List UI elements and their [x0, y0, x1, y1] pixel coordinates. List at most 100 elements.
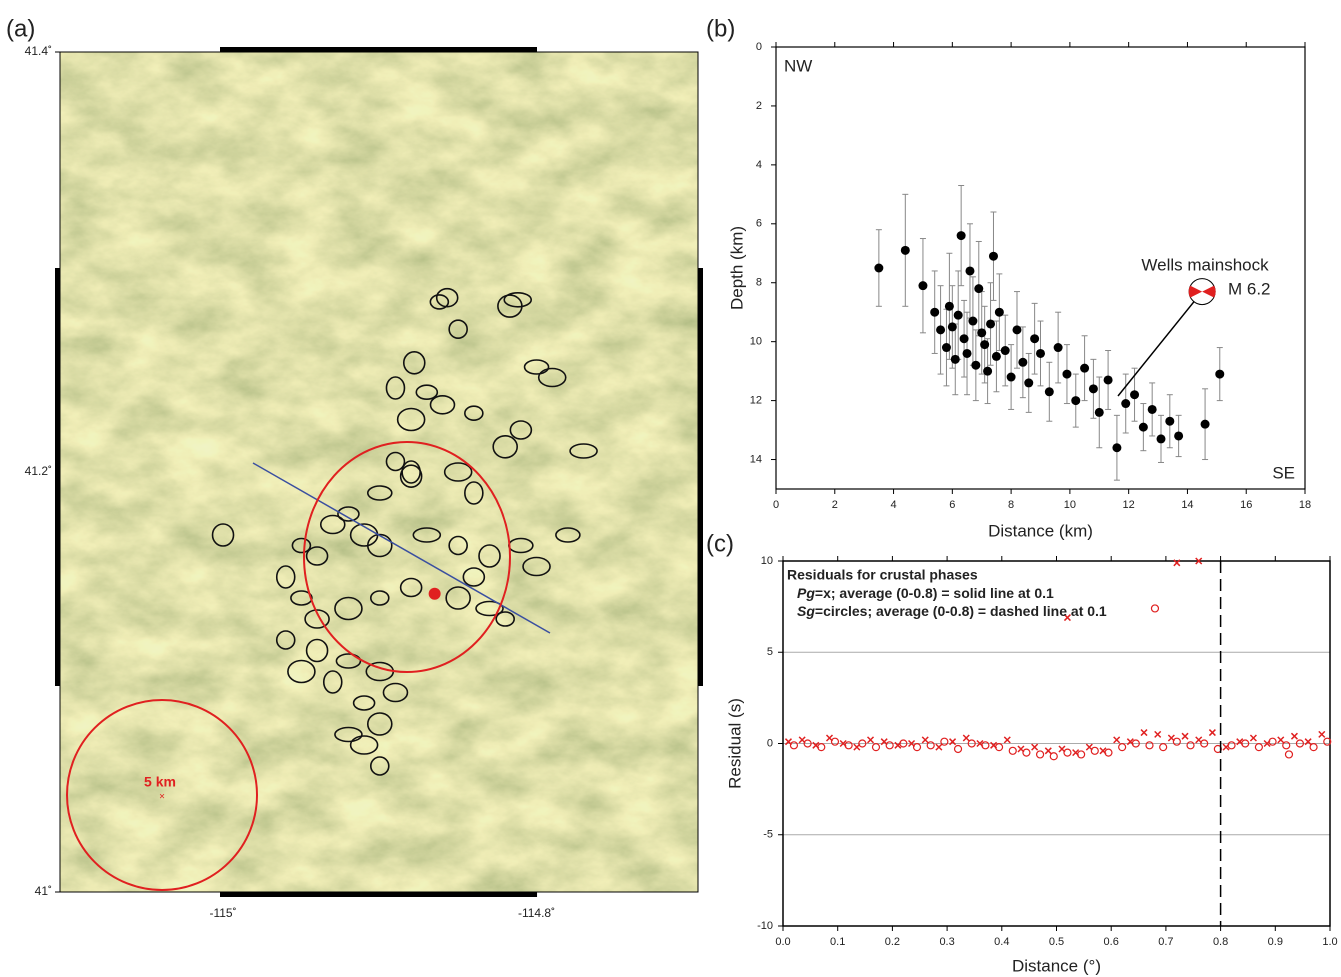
plot-frame — [775, 46, 1306, 490]
hypocenter — [983, 366, 993, 376]
hypocenter — [1112, 443, 1122, 453]
x-tick-label: 0.9 — [1268, 936, 1283, 948]
earthquake — [211, 523, 235, 547]
x-tick-label: 0 — [773, 499, 779, 511]
earthquake — [522, 556, 551, 577]
pg-residual — [1113, 736, 1121, 744]
y-tick-label: 41.4˚ — [25, 44, 52, 58]
earthquake — [464, 481, 484, 505]
legend-entry: Sg=circles; average (0-0.8) = dashed lin… — [797, 603, 1107, 619]
earthquake — [475, 600, 504, 617]
earthquake — [337, 506, 360, 522]
earthquake — [402, 350, 426, 375]
earthquake — [275, 565, 296, 589]
sg-residual — [789, 741, 799, 750]
hypocenter — [950, 354, 960, 364]
earthquake — [429, 294, 450, 310]
sg-residual — [1200, 739, 1209, 748]
panel-label: (c) — [706, 530, 734, 557]
panel-a: -115˚ -114.8˚ 41˚ 41.2˚ 41.4˚ — [25, 44, 598, 920]
sg-residual — [858, 739, 867, 748]
hypocenter — [900, 245, 910, 255]
panel-label: (b) — [706, 15, 735, 42]
sg-residual — [803, 739, 812, 748]
hypocenter — [1071, 396, 1081, 406]
hypocenter — [956, 231, 966, 241]
earthquake — [335, 653, 362, 669]
x-tick-label: -115˚ — [209, 906, 236, 920]
hypocenter — [988, 251, 998, 261]
hypocenter — [962, 348, 972, 358]
hypocenter — [1174, 431, 1184, 441]
earthquake — [555, 527, 581, 543]
sg-residual — [1268, 737, 1277, 746]
earthquake — [291, 537, 312, 554]
sg-residual — [940, 737, 949, 746]
hypocenter — [1121, 399, 1131, 409]
earthquake — [369, 590, 390, 606]
earthquake — [523, 359, 550, 375]
hypocenter — [1200, 419, 1210, 429]
panel-c: 0.0 0.1 0.2 0.3 0.4 0.5 0.6 0.7 0.8 0.9 1.0 -10 -5 0 5… — [725, 555, 1337, 976]
earthquake — [435, 287, 459, 308]
y-tick-label: -5 — [763, 829, 773, 841]
hypocenter — [977, 328, 987, 338]
earthquake — [399, 577, 423, 598]
hypocenter — [1012, 325, 1022, 335]
pg-residual — [1063, 614, 1071, 622]
sg-residual — [1077, 750, 1086, 759]
hypocenter — [918, 281, 928, 291]
legend-text: =x; average (0-0.8) = solid line at 0.1 — [815, 585, 1054, 601]
y-tick-label: 14 — [750, 453, 762, 465]
sg-residual — [1186, 741, 1195, 750]
scale-center: × — [159, 792, 165, 803]
sg-residual — [1295, 739, 1305, 748]
pg-residual — [1195, 557, 1203, 565]
x-tick-label: 8 — [1008, 499, 1014, 511]
hypocenter — [1103, 375, 1113, 385]
legend-name: Sg — [797, 603, 815, 619]
x-tick-label: 0.0 — [775, 936, 790, 948]
pg-residual — [935, 743, 943, 751]
sg-residual — [885, 741, 894, 750]
sg-residual — [1241, 739, 1250, 748]
earthquake — [464, 405, 484, 422]
pg-residual — [1181, 732, 1189, 740]
earthquake — [369, 756, 390, 776]
pg-residual — [1031, 743, 1039, 751]
earthquake — [305, 638, 329, 663]
legend-title: Residuals for crustal phases — [787, 567, 978, 583]
region-circle — [303, 441, 511, 673]
sg-residual — [967, 739, 976, 748]
earthquake — [334, 596, 363, 621]
pg-residual — [1249, 734, 1257, 742]
sg-residual — [912, 743, 922, 752]
pg-residual — [1277, 736, 1285, 744]
earthquake — [503, 291, 533, 308]
panel-label: (a) — [6, 15, 35, 42]
hypocenter — [1000, 346, 1010, 356]
earthquake — [537, 367, 567, 388]
sg-residual — [1150, 604, 1160, 613]
sg-residual — [1035, 750, 1045, 759]
y-tick-label: 10 — [750, 336, 762, 348]
sg-residual — [1284, 750, 1294, 759]
earthquake — [462, 567, 486, 587]
sg-residual — [1227, 741, 1236, 750]
sg-residual — [871, 743, 881, 752]
y-tick-label: 0 — [767, 737, 773, 749]
x-tick-label: -114.8˚ — [518, 906, 555, 920]
panel-b: 0 2 4 6 8 10 12 14 16 18 0 2 4 6 8 10 12 14 NW SE Wells main… — [727, 41, 1311, 541]
sg-residual — [1008, 746, 1017, 755]
scale-label: 5 km — [144, 774, 176, 790]
x-axis-title: Distance (km) — [988, 521, 1093, 540]
earthquake — [304, 609, 330, 629]
x-tick-label: 2 — [832, 499, 838, 511]
sg-residual — [1323, 737, 1332, 746]
sg-residual — [1022, 748, 1031, 757]
earthquake — [366, 485, 393, 501]
earthquake — [443, 462, 473, 482]
hypocenter — [959, 334, 969, 344]
sg-residual — [1145, 741, 1154, 750]
